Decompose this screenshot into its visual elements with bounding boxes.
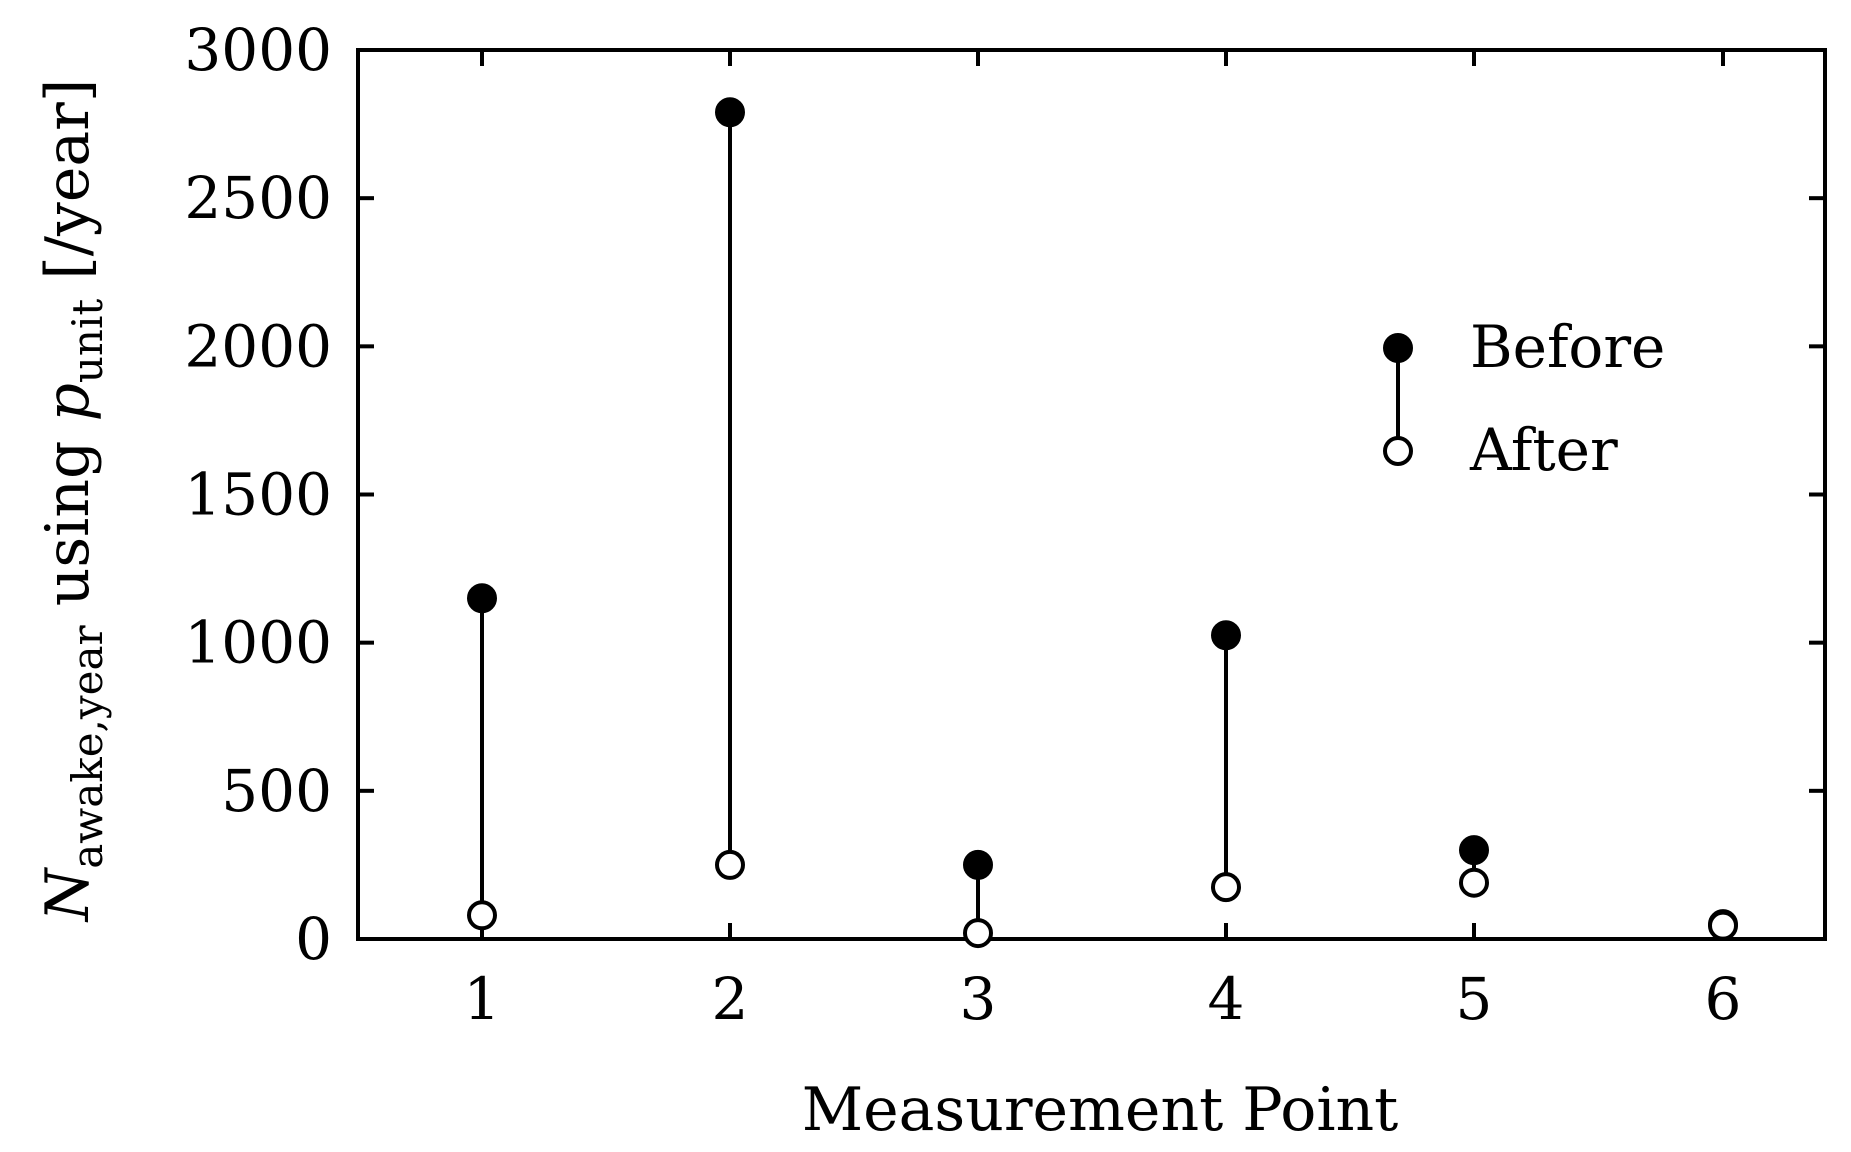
plot-frame [356, 48, 1827, 941]
y-tick-label: 500 [221, 757, 332, 825]
legend: Before After [1383, 313, 1665, 484]
y-axis-title-n-sub: awake,year [63, 624, 112, 868]
x-tick-label: 4 [1208, 965, 1245, 1033]
legend-before-label: Before [1470, 313, 1665, 381]
y-tick-label: 2500 [184, 164, 332, 232]
after-point [467, 900, 497, 931]
data-marks [467, 97, 1738, 949]
x-axis-title: Measurement Point [802, 1075, 1399, 1145]
x-tick-label: 5 [1456, 965, 1493, 1033]
y-tick-label: 3000 [184, 16, 332, 84]
y-axis-title-unit: [/year] [33, 79, 103, 299]
before-point [1459, 835, 1489, 866]
x-axis-ticks: 1 2 3 4 5 6 [464, 50, 1742, 1033]
y-axis-title-p: p [33, 383, 103, 421]
y-tick-label: 1000 [184, 609, 332, 677]
x-tick-label: 1 [464, 965, 501, 1033]
y-tick-label: 1500 [184, 461, 332, 529]
legend-after-marker [1383, 436, 1413, 466]
after-point [1211, 872, 1241, 903]
x-tick-label: 6 [1705, 965, 1742, 1033]
before-point [467, 583, 497, 614]
legend-before-marker [1383, 333, 1413, 363]
y-axis-title-p-sub: unit [63, 299, 112, 384]
after-point [1459, 867, 1489, 898]
y-tick-label: 0 [295, 905, 332, 973]
y-axis-title-using: using [33, 422, 103, 626]
before-point [1211, 620, 1241, 651]
x-tick-label: 3 [960, 965, 997, 1033]
after-point [963, 918, 993, 949]
before-point [715, 97, 745, 128]
y-axis-ticks: 0 500 1000 1500 2000 2500 3000 [184, 16, 1825, 973]
y-axis-title: Nawake,year using punit [/year] [33, 79, 112, 924]
after-point [715, 849, 745, 880]
y-tick-label: 2000 [184, 312, 332, 380]
after-point [1708, 910, 1738, 941]
before-point [963, 849, 993, 880]
y-axis-title-n: N [33, 866, 103, 923]
x-tick-label: 2 [712, 965, 749, 1033]
legend-after-label: After [1469, 416, 1618, 484]
